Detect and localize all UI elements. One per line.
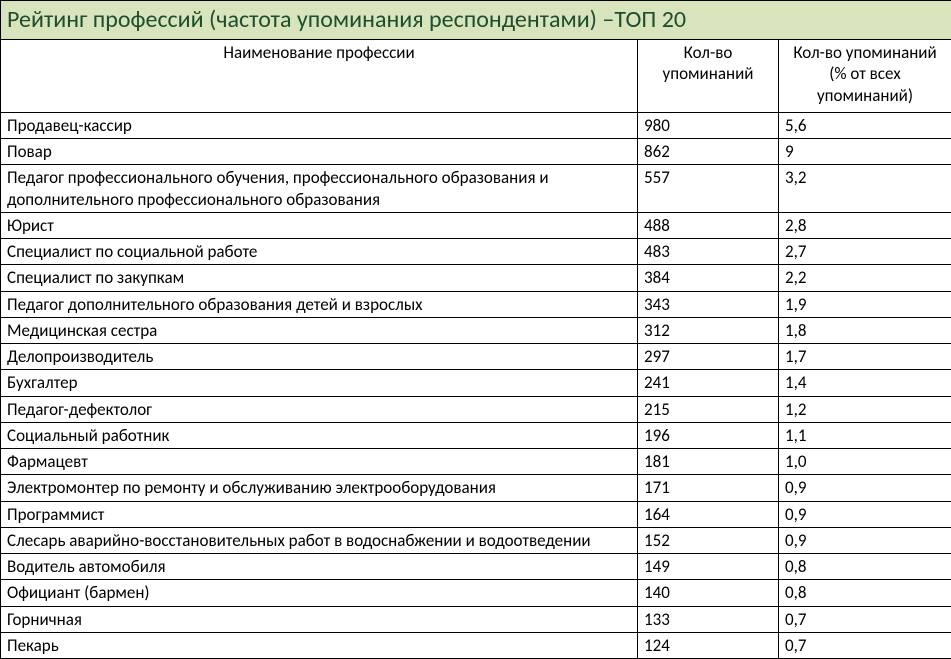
col-header-name: Наименование профессии	[1, 40, 638, 113]
cell-pct: 1,4	[779, 370, 951, 396]
table-row: Медицинская сестра3121,8	[1, 317, 951, 343]
cell-count: 384	[638, 265, 779, 291]
table-row: Слесарь аварийно-восстановительных работ…	[1, 527, 951, 553]
cell-count: 149	[638, 554, 779, 580]
table-row: Официант (бармен)1400,8	[1, 580, 951, 606]
table-row: Специалист по социальной работе4832,7	[1, 239, 951, 265]
col-header-pct: Кол-во упоминаний (% от всех упоминаний)	[779, 40, 951, 113]
col-header-count: Кол-во упоминаний	[638, 40, 779, 113]
header-row: Наименование профессии Кол-во упоминаний…	[1, 40, 951, 113]
cell-count: 483	[638, 239, 779, 265]
cell-name: Фармацевт	[1, 449, 638, 475]
cell-name: Повар	[1, 139, 638, 165]
cell-name: Специалист по социальной работе	[1, 239, 638, 265]
cell-pct: 3,2	[779, 165, 951, 213]
table-row: Горничная1330,7	[1, 606, 951, 632]
cell-pct: 0,8	[779, 580, 951, 606]
table-row: Специалист по закупкам3842,2	[1, 265, 951, 291]
cell-name: Электромонтер по ремонту и обслуживанию …	[1, 475, 638, 501]
cell-pct: 0,7	[779, 606, 951, 632]
cell-count: 140	[638, 580, 779, 606]
cell-pct: 1,2	[779, 396, 951, 422]
cell-count: 215	[638, 396, 779, 422]
cell-count: 164	[638, 501, 779, 527]
page: Рейтинг профессий (частота упоминания ре…	[0, 0, 951, 659]
cell-count: 196	[638, 422, 779, 448]
table-row: Педагог профессионального обучения, проф…	[1, 165, 951, 213]
cell-pct: 9	[779, 139, 951, 165]
cell-name: Официант (бармен)	[1, 580, 638, 606]
cell-pct: 2,2	[779, 265, 951, 291]
cell-pct: 1,7	[779, 344, 951, 370]
cell-count: 133	[638, 606, 779, 632]
table-row: Программист1640,9	[1, 501, 951, 527]
cell-pct: 2,7	[779, 239, 951, 265]
table-title: Рейтинг профессий (частота упоминания ре…	[1, 1, 951, 40]
cell-count: 862	[638, 139, 779, 165]
cell-name: Педагог дополнительного образования дете…	[1, 291, 638, 317]
table-row: Социальный работник1961,1	[1, 422, 951, 448]
cell-name: Медицинская сестра	[1, 317, 638, 343]
table-row: Продавец-кассир9805,6	[1, 112, 951, 138]
cell-pct: 0,9	[779, 501, 951, 527]
cell-count: 980	[638, 112, 779, 138]
title-row: Рейтинг профессий (частота упоминания ре…	[1, 1, 951, 40]
cell-count: 297	[638, 344, 779, 370]
cell-pct: 1,9	[779, 291, 951, 317]
cell-pct: 1,0	[779, 449, 951, 475]
cell-count: 343	[638, 291, 779, 317]
cell-pct: 1,8	[779, 317, 951, 343]
cell-name: Социальный работник	[1, 422, 638, 448]
table-row: Электромонтер по ремонту и обслуживанию …	[1, 475, 951, 501]
cell-count: 557	[638, 165, 779, 213]
table-row: Педагог-дефектолог2151,2	[1, 396, 951, 422]
cell-name: Делопроизводитель	[1, 344, 638, 370]
cell-pct: 0,7	[779, 632, 951, 658]
table-row: Пекарь1240,7	[1, 632, 951, 658]
cell-count: 152	[638, 527, 779, 553]
cell-name: Пекарь	[1, 632, 638, 658]
cell-pct: 0,9	[779, 475, 951, 501]
table-row: Педагог дополнительного образования дете…	[1, 291, 951, 317]
cell-count: 488	[638, 212, 779, 238]
cell-name: Юрист	[1, 212, 638, 238]
cell-pct: 0,8	[779, 554, 951, 580]
cell-name: Педагог профессионального обучения, проф…	[1, 165, 638, 213]
cell-name: Программист	[1, 501, 638, 527]
table-row: Водитель автомобиля1490,8	[1, 554, 951, 580]
cell-name: Специалист по закупкам	[1, 265, 638, 291]
cell-pct: 2,8	[779, 212, 951, 238]
cell-count: 241	[638, 370, 779, 396]
cell-count: 171	[638, 475, 779, 501]
cell-name: Бухгалтер	[1, 370, 638, 396]
table-row: Повар8629	[1, 139, 951, 165]
cell-name: Слесарь аварийно-восстановительных работ…	[1, 527, 638, 553]
cell-name: Продавец-кассир	[1, 112, 638, 138]
cell-name: Горничная	[1, 606, 638, 632]
table-row: Бухгалтер2411,4	[1, 370, 951, 396]
table-row: Фармацевт1811,0	[1, 449, 951, 475]
cell-pct: 1,1	[779, 422, 951, 448]
professions-table: Рейтинг профессий (частота упоминания ре…	[0, 0, 951, 659]
cell-count: 181	[638, 449, 779, 475]
cell-pct: 5,6	[779, 112, 951, 138]
table-row: Юрист4882,8	[1, 212, 951, 238]
table-row: Делопроизводитель2971,7	[1, 344, 951, 370]
table-body: Продавец-кассир9805,6Повар8629Педагог пр…	[1, 112, 951, 658]
cell-pct: 0,9	[779, 527, 951, 553]
cell-name: Педагог-дефектолог	[1, 396, 638, 422]
cell-name: Водитель автомобиля	[1, 554, 638, 580]
cell-count: 312	[638, 317, 779, 343]
cell-count: 124	[638, 632, 779, 658]
